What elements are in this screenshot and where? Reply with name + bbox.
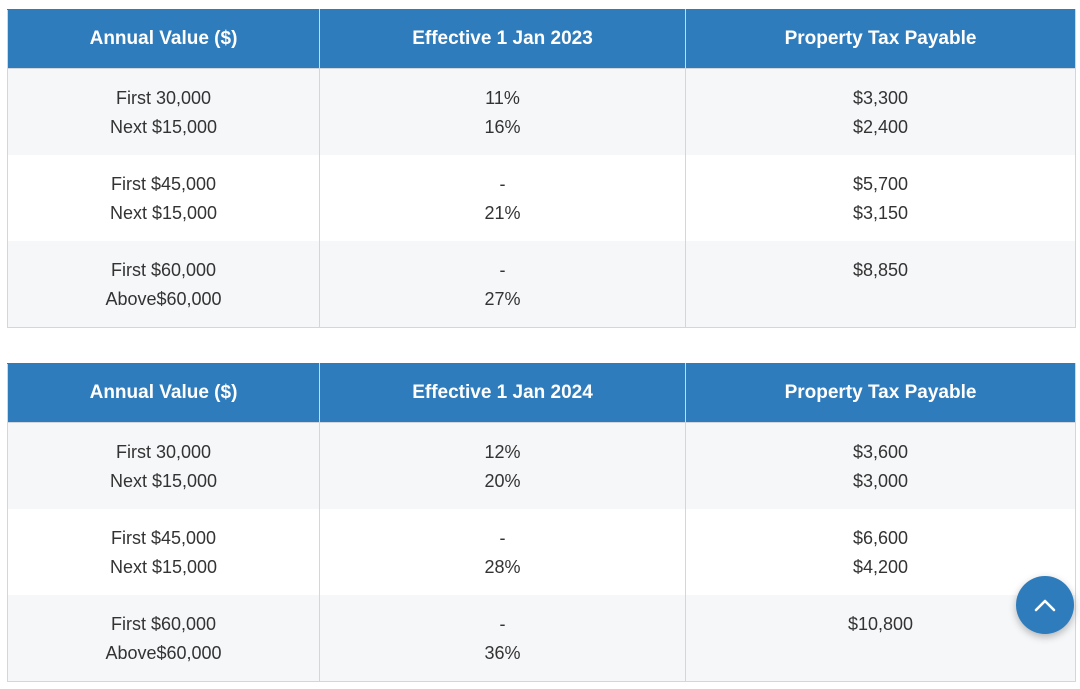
property-tax-table-2024: Annual Value ($) Effective 1 Jan 2024 Pr… xyxy=(7,363,1076,682)
rate-line: 11% xyxy=(485,88,520,108)
rate-line: 27% xyxy=(484,289,521,309)
table-row: First $45,000 Next $15,000 - 21% $5,700 … xyxy=(7,155,1076,241)
table-header-row: Annual Value ($) Effective 1 Jan 2023 Pr… xyxy=(7,9,1076,69)
tax-line: $2,400 xyxy=(852,117,909,137)
rate-line: 21% xyxy=(484,203,521,223)
annual-value-line: Next $15,000 xyxy=(109,203,218,223)
rate-line: - xyxy=(499,614,506,634)
rate-line: 20% xyxy=(484,471,521,491)
rate-line: 36% xyxy=(484,643,521,663)
tax-line: $3,000 xyxy=(852,471,909,491)
table-row: First $45,000 Next $15,000 - 28% $6,600 … xyxy=(7,509,1076,595)
table-row: First 30,000 Next $15,000 11% 16% $3,300… xyxy=(7,68,1076,155)
rate-cell: 11% 16% xyxy=(319,68,686,155)
rate-cell: - 36% xyxy=(319,595,686,682)
tax-line: $3,600 xyxy=(852,442,909,462)
rate-line: 16% xyxy=(484,117,521,137)
annual-value-cell: First $45,000 Next $15,000 xyxy=(7,155,320,241)
annual-value-line: First 30,000 xyxy=(115,88,212,108)
rate-cell: - 28% xyxy=(319,509,686,595)
annual-value-line: First $45,000 xyxy=(110,528,217,548)
table-row: First $60,000 Above$60,000 - 36% $10,800 xyxy=(7,595,1076,682)
tax-cell: $3,300 $2,400 xyxy=(685,68,1076,155)
annual-value-cell: First 30,000 Next $15,000 xyxy=(7,68,320,155)
tax-cell: $5,700 $3,150 xyxy=(685,155,1076,241)
header-effective-date: Effective 1 Jan 2023 xyxy=(319,9,686,69)
annual-value-cell: First $60,000 Above$60,000 xyxy=(7,241,320,328)
property-tax-table-2023: Annual Value ($) Effective 1 Jan 2023 Pr… xyxy=(7,9,1076,328)
header-annual-value: Annual Value ($) xyxy=(7,9,320,69)
annual-value-line: First $60,000 xyxy=(110,614,217,634)
tax-line xyxy=(686,639,1075,668)
rate-cell: - 27% xyxy=(319,241,686,328)
rate-line: - xyxy=(499,174,506,194)
tax-line: $5,700 xyxy=(852,174,909,194)
annual-value-line: First $45,000 xyxy=(110,174,217,194)
rate-line: - xyxy=(499,260,506,280)
tax-line: $3,150 xyxy=(852,203,909,223)
annual-value-line: Next $15,000 xyxy=(109,117,218,137)
table-row: First $60,000 Above$60,000 - 27% $8,850 xyxy=(7,241,1076,328)
header-effective-date: Effective 1 Jan 2024 xyxy=(319,363,686,423)
rate-line: - xyxy=(499,528,506,548)
annual-value-line: Above$60,000 xyxy=(105,643,222,663)
tax-line: $3,300 xyxy=(852,88,909,108)
scroll-to-top-button[interactable] xyxy=(1016,576,1074,634)
annual-value-line: First $60,000 xyxy=(110,260,217,280)
rate-cell: 12% 20% xyxy=(319,422,686,509)
tax-line: $8,850 xyxy=(852,260,909,280)
rate-cell: - 21% xyxy=(319,155,686,241)
table-row: First 30,000 Next $15,000 12% 20% $3,600… xyxy=(7,422,1076,509)
annual-value-line: Next $15,000 xyxy=(109,471,218,491)
annual-value-line: Above$60,000 xyxy=(105,289,222,309)
tax-cell: $8,850 xyxy=(685,241,1076,328)
annual-value-cell: First $60,000 Above$60,000 xyxy=(7,595,320,682)
header-annual-value: Annual Value ($) xyxy=(7,363,320,423)
tax-line: $6,600 xyxy=(852,528,909,548)
annual-value-cell: First $45,000 Next $15,000 xyxy=(7,509,320,595)
annual-value-cell: First 30,000 Next $15,000 xyxy=(7,422,320,509)
tax-cell: $10,800 xyxy=(685,595,1076,682)
table-header-row: Annual Value ($) Effective 1 Jan 2024 Pr… xyxy=(7,363,1076,423)
tax-line: $10,800 xyxy=(847,614,914,634)
annual-value-line: Next $15,000 xyxy=(109,557,218,577)
header-tax-payable: Property Tax Payable xyxy=(685,363,1076,423)
tax-line: $4,200 xyxy=(852,557,909,577)
header-tax-payable: Property Tax Payable xyxy=(685,9,1076,69)
tax-cell: $6,600 $4,200 xyxy=(685,509,1076,595)
rate-line: 12% xyxy=(484,442,521,462)
annual-value-line: First 30,000 xyxy=(115,442,212,462)
rate-line: 28% xyxy=(484,557,521,577)
chevron-up-icon xyxy=(1034,599,1056,612)
tax-cell: $3,600 $3,000 xyxy=(685,422,1076,509)
tax-line xyxy=(686,285,1075,314)
